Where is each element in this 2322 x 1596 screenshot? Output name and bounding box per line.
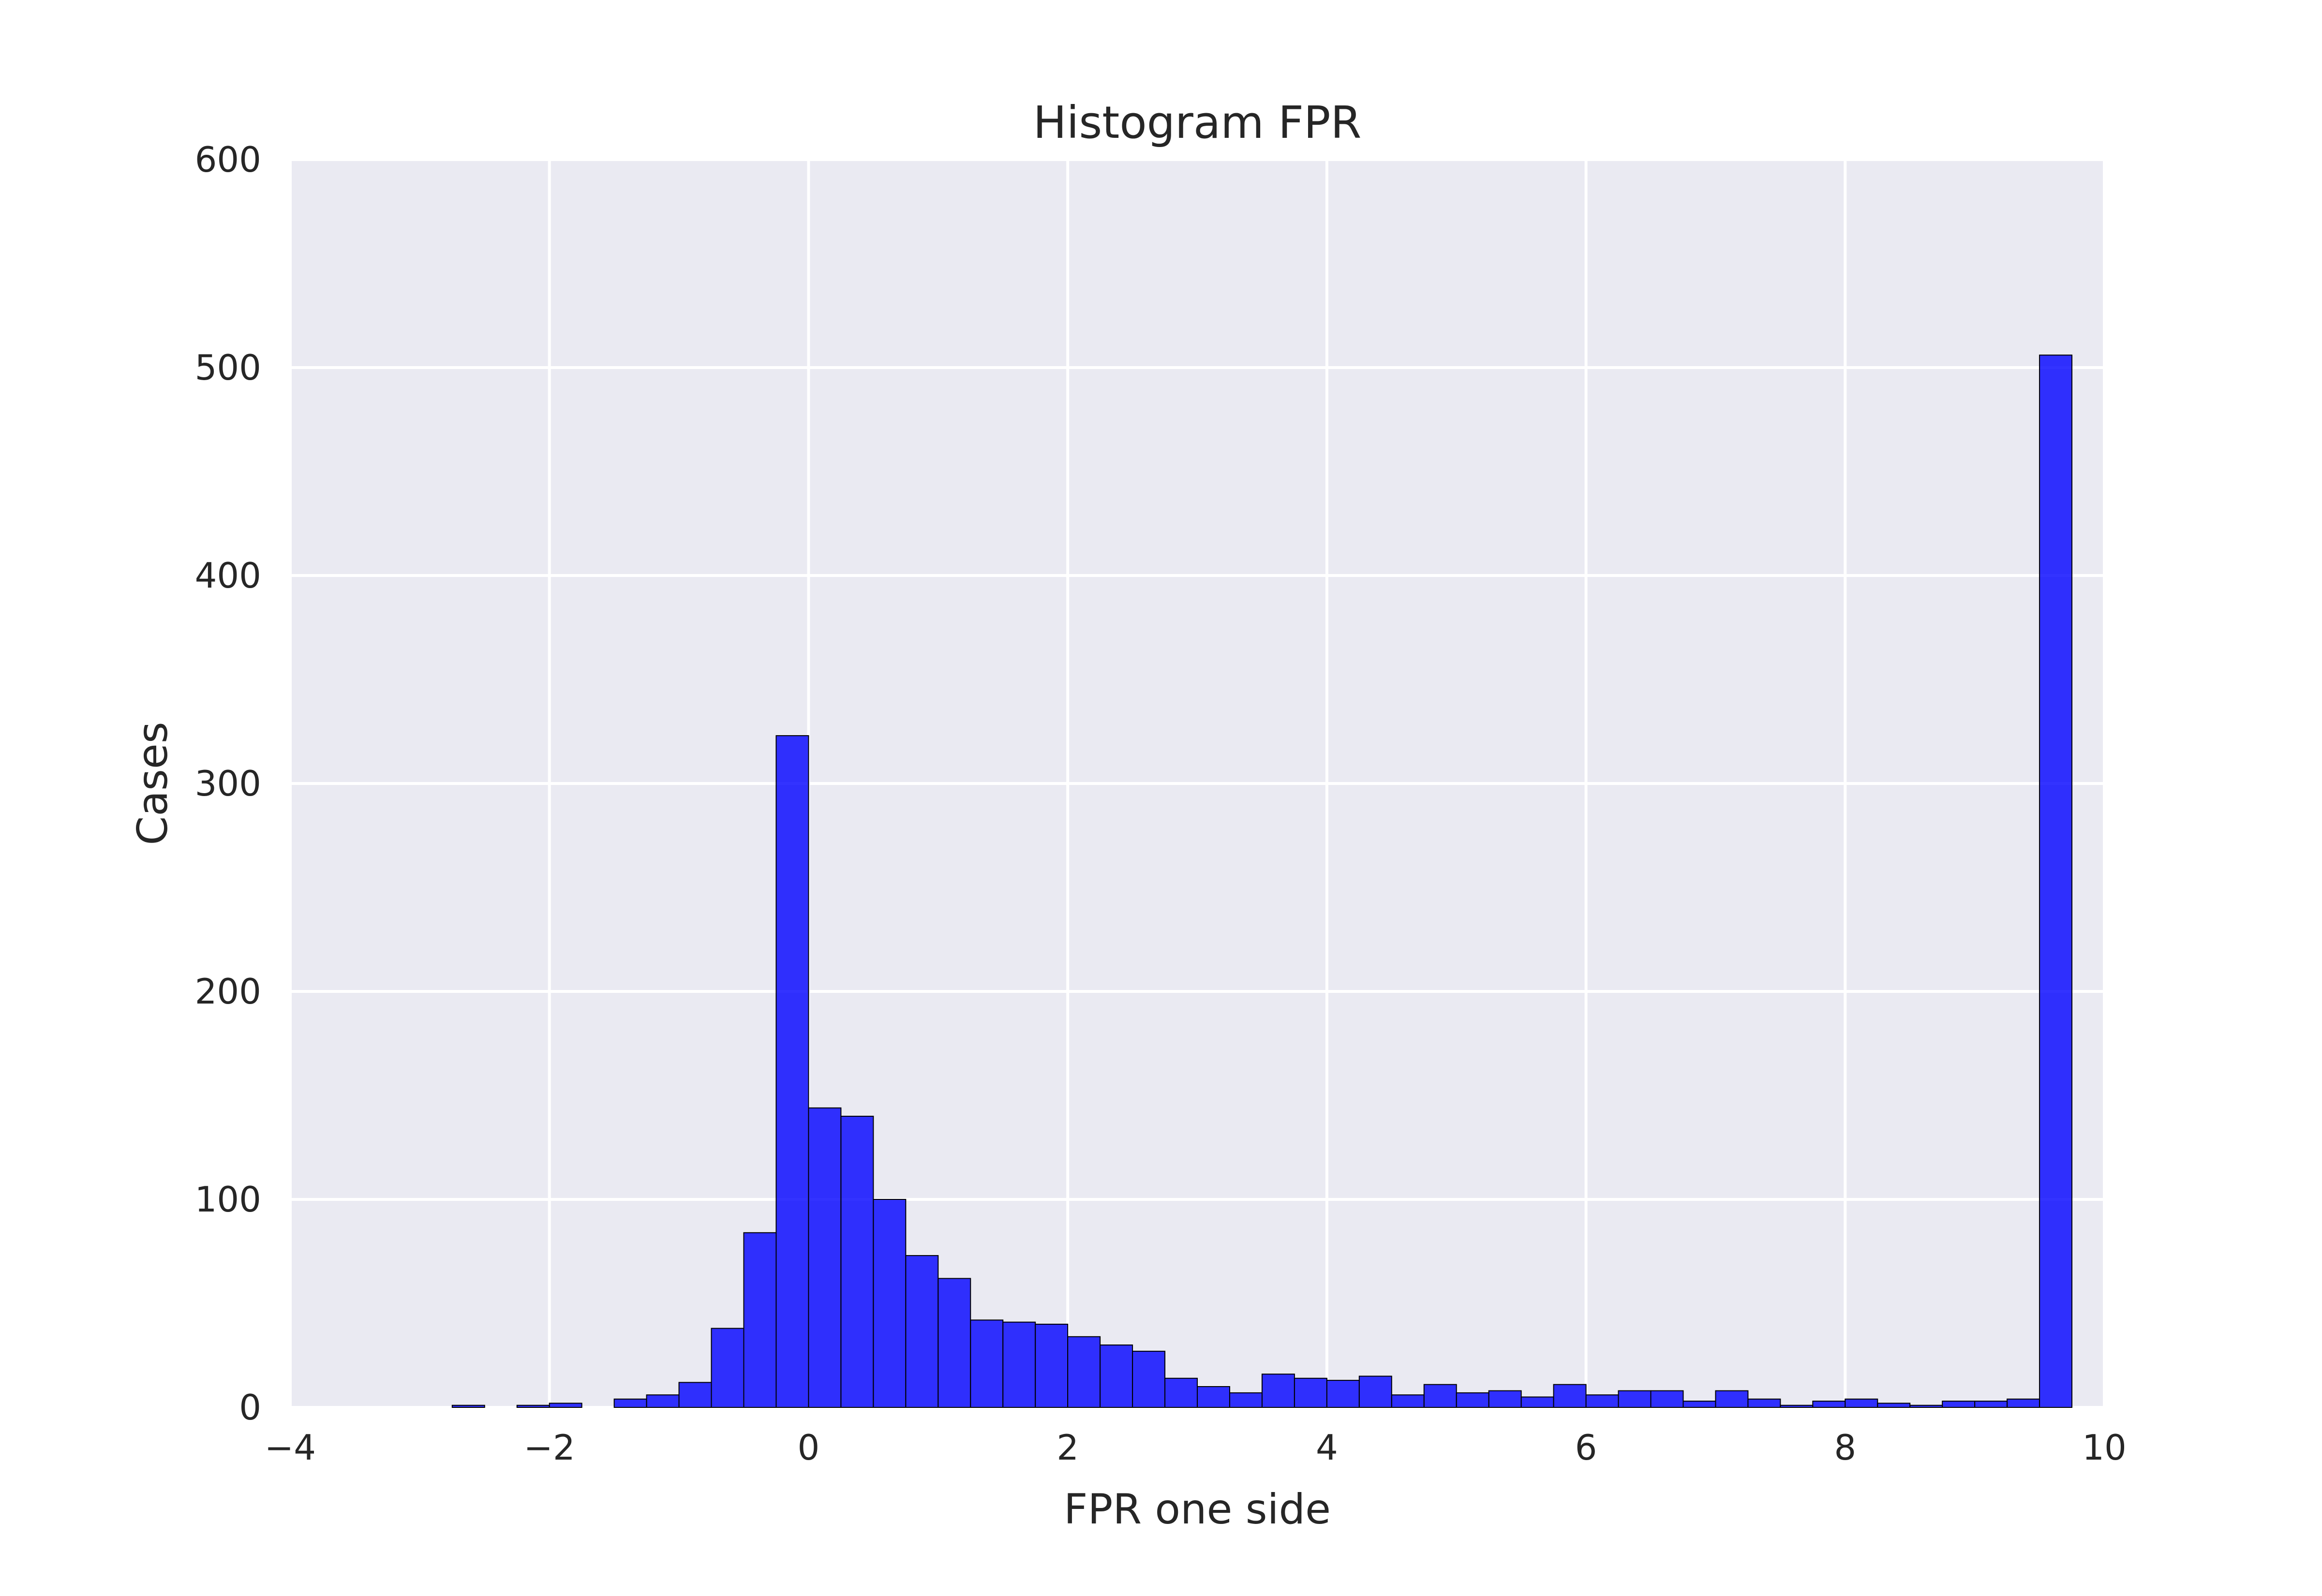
histogram-bar-35 <box>1553 1384 1587 1408</box>
histogram-bar-27 <box>1294 1377 1327 1408</box>
histogram-bar-25 <box>1229 1392 1263 1408</box>
histogram-bar-36 <box>1585 1394 1619 1408</box>
histogram-bar-40 <box>1715 1390 1749 1408</box>
histogram-bar-16 <box>938 1278 971 1408</box>
x-tick-label-4: 4 <box>1316 1427 1338 1468</box>
y-tick-labels: 0 100 200 300 400 500 600 <box>195 139 261 1428</box>
histogram-bar-47 <box>1942 1401 1976 1408</box>
histogram-bar-49 <box>2007 1398 2040 1408</box>
histogram-bar-29 <box>1358 1375 1392 1408</box>
histogram-bar-31 <box>1423 1384 1457 1408</box>
histogram-bar-26 <box>1261 1374 1295 1408</box>
chart-title: Histogram FPR <box>1033 97 1362 148</box>
y-axis-title: Cases <box>129 722 177 845</box>
histogram-bar-50 <box>2039 355 2073 1408</box>
x-tick-label-0: −4 <box>265 1427 316 1468</box>
histogram-bar-44 <box>1845 1398 1878 1408</box>
y-tick-label-1: 100 <box>195 1179 261 1220</box>
y-tick-label-5: 500 <box>195 347 261 388</box>
histogram-bar-1 <box>451 1404 485 1408</box>
histogram-bar-28 <box>1326 1380 1360 1408</box>
x-tick-labels: −4 −2 0 2 4 6 8 10 <box>265 1427 2127 1468</box>
y-tick-label-4: 400 <box>195 555 261 596</box>
histogram-bar-20 <box>1067 1336 1101 1408</box>
histogram-bar-8 <box>678 1382 712 1408</box>
histogram-bar-14 <box>873 1199 907 1408</box>
y-tick-label-3: 300 <box>195 763 261 804</box>
histogram-bars <box>451 355 2073 1408</box>
histogram-bar-32 <box>1456 1392 1489 1408</box>
histogram-bar-22 <box>1132 1350 1166 1408</box>
histogram-bar-46 <box>1909 1404 1943 1408</box>
histogram-bar-11 <box>775 735 809 1408</box>
histogram-bar-7 <box>646 1394 680 1408</box>
x-tick-label-6: 8 <box>1834 1427 1856 1468</box>
histogram-bar-37 <box>1618 1390 1652 1408</box>
x-axis-title: FPR one side <box>1064 1485 1331 1534</box>
histogram-bar-34 <box>1520 1396 1554 1408</box>
histogram-bar-43 <box>1812 1401 1846 1408</box>
histogram-bar-18 <box>1002 1321 1036 1408</box>
histogram-bar-3 <box>516 1404 550 1408</box>
histogram-bar-48 <box>1974 1401 2008 1408</box>
histogram-bar-4 <box>549 1403 582 1408</box>
y-tick-label-6: 600 <box>195 139 261 180</box>
x-tick-label-3: 2 <box>1057 1427 1079 1468</box>
histogram-bar-6 <box>613 1398 647 1408</box>
histogram-bar-33 <box>1488 1390 1522 1408</box>
y-tick-label-2: 200 <box>195 971 261 1012</box>
histogram-bar-45 <box>1877 1403 1911 1408</box>
x-tick-label-5: 6 <box>1575 1427 1597 1468</box>
histogram-bar-10 <box>743 1232 777 1408</box>
x-tick-label-1: −2 <box>524 1427 575 1468</box>
histogram-bar-39 <box>1682 1401 1716 1408</box>
grid-lines <box>289 158 2106 1409</box>
histogram-bar-19 <box>1035 1324 1069 1408</box>
x-tick-label-2: 0 <box>798 1427 820 1468</box>
y-tick-label-0: 0 <box>239 1387 261 1428</box>
histogram-bar-24 <box>1197 1386 1230 1408</box>
histogram-bar-15 <box>905 1255 939 1408</box>
histogram-bar-38 <box>1650 1390 1684 1408</box>
histogram-bar-23 <box>1164 1377 1198 1408</box>
histogram-bar-42 <box>1780 1404 1814 1408</box>
histogram-bar-17 <box>970 1319 1004 1408</box>
histogram-bar-30 <box>1391 1394 1425 1408</box>
x-tick-label-7: 10 <box>2082 1427 2127 1468</box>
histogram-bar-21 <box>1100 1345 1133 1408</box>
histogram-bar-41 <box>1747 1398 1781 1408</box>
histogram-bar-13 <box>840 1116 874 1408</box>
histogram-bar-12 <box>808 1107 842 1408</box>
histogram-bar-9 <box>711 1328 744 1408</box>
